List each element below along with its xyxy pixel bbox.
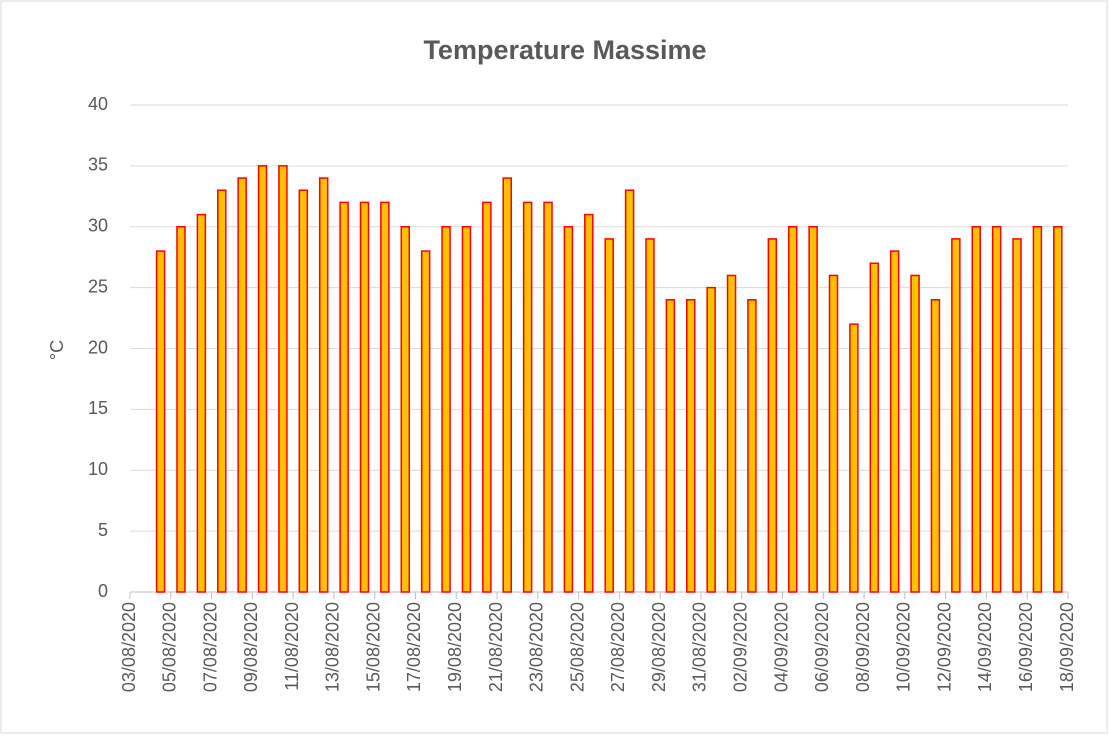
bar: [787, 226, 798, 593]
x-tick-label: 29/08/2020: [649, 602, 669, 692]
x-tick-label: 08/09/2020: [853, 602, 873, 692]
bar: [543, 201, 553, 593]
bar: [176, 226, 186, 593]
bar: [1032, 226, 1043, 593]
bar: [991, 226, 1002, 593]
y-tick-label: 20: [88, 337, 108, 357]
bar: [563, 226, 574, 593]
x-tick-label: 11/08/2020: [282, 602, 302, 691]
bar: [645, 238, 655, 593]
bar: [298, 189, 309, 593]
bar: [318, 177, 329, 593]
bar: [278, 165, 288, 593]
x-tick-label: 23/08/2020: [527, 602, 547, 692]
y-tick-label: 30: [88, 216, 108, 236]
y-tick-label: 15: [88, 398, 108, 418]
bar: [217, 189, 227, 593]
y-tick-label: 25: [88, 276, 108, 296]
x-tick-label: 12/09/2020: [934, 602, 954, 692]
bar: [584, 213, 594, 593]
bar: [196, 213, 207, 593]
y-tick-label: 10: [88, 459, 108, 479]
bar: [420, 250, 431, 593]
x-tick-label: 10/09/2020: [894, 602, 914, 692]
bar: [380, 201, 390, 593]
bar: [624, 189, 635, 593]
x-tick-label: 03/08/2020: [119, 602, 139, 692]
bar: [1053, 226, 1063, 593]
x-tick-label: 31/08/2020: [690, 602, 710, 692]
x-tick-label: 06/09/2020: [812, 602, 832, 692]
x-tick-label: 19/08/2020: [445, 602, 465, 692]
x-tick-label: 09/08/2020: [241, 602, 261, 692]
bar: [910, 274, 920, 593]
x-tick-label: 21/08/2020: [486, 602, 506, 692]
x-tick-label: 13/08/2020: [323, 602, 343, 692]
chart-title: Temperature Massime: [423, 35, 706, 65]
y-tick-label: 35: [88, 155, 108, 175]
bar: [339, 201, 349, 593]
bar: [951, 238, 961, 593]
y-tick-label: 40: [88, 94, 108, 114]
bar: [971, 226, 981, 593]
x-tick-label: 17/08/2020: [404, 602, 424, 692]
bar: [726, 274, 737, 593]
bar: [808, 226, 818, 593]
x-tick-label: 15/08/2020: [363, 602, 383, 692]
bar: [686, 299, 696, 593]
bar: [461, 226, 472, 593]
bar: [889, 250, 900, 593]
bar: [767, 238, 778, 593]
bar: [849, 323, 859, 593]
bar: [930, 299, 941, 593]
x-tick-label: 16/09/2020: [1016, 602, 1036, 692]
bar: [237, 177, 247, 593]
bar: [502, 177, 512, 593]
y-tick-label: 0: [98, 581, 108, 601]
bar: [869, 262, 880, 593]
bar: [1012, 238, 1022, 593]
x-tick-label: 25/08/2020: [567, 602, 587, 692]
bar: [257, 165, 268, 593]
x-tick-label: 27/08/2020: [608, 602, 628, 692]
x-tick-label: 02/09/2020: [730, 602, 750, 692]
bar: [747, 299, 757, 593]
bar: [828, 274, 839, 593]
bar: [665, 299, 676, 593]
y-axis-label: °C: [47, 340, 67, 360]
x-tick-label: 05/08/2020: [160, 602, 180, 692]
x-tick-label: 04/09/2020: [771, 602, 791, 692]
bar: [359, 201, 370, 593]
bar: [522, 201, 533, 593]
bar: [155, 250, 166, 593]
x-tick-label: 14/09/2020: [975, 602, 995, 692]
x-tick-label: 07/08/2020: [200, 602, 220, 692]
x-tick-label: 18/09/2020: [1057, 602, 1077, 692]
bar: [706, 286, 716, 593]
bar: [482, 201, 492, 593]
bar: [604, 238, 614, 593]
bar: [400, 226, 411, 593]
bar: [441, 226, 451, 593]
y-tick-label: 5: [98, 520, 108, 540]
